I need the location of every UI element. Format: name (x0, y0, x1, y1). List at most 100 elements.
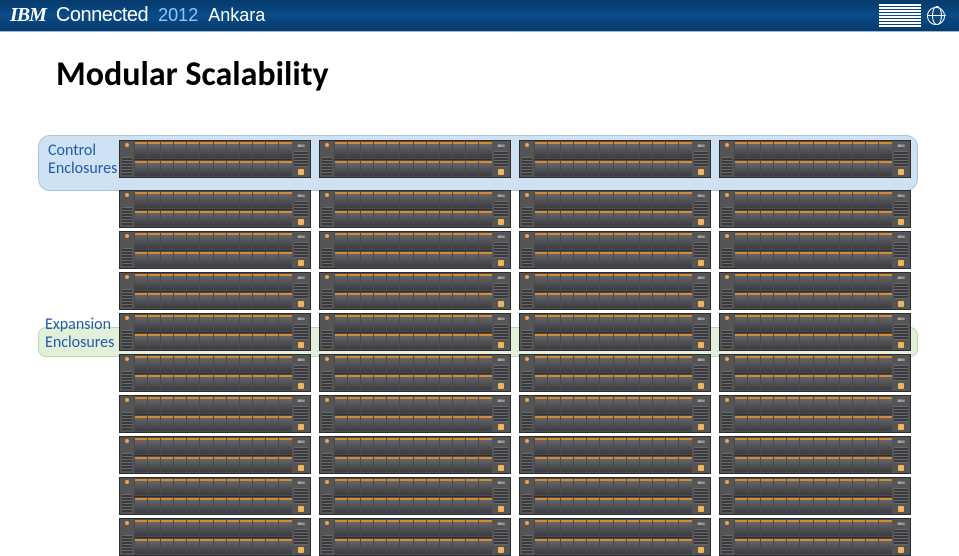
drive-slot (387, 274, 399, 290)
drive-slot (574, 520, 586, 536)
drive-slot (200, 274, 212, 290)
drive-slot (827, 293, 839, 309)
drive-row (734, 160, 892, 178)
drive-slot (561, 438, 573, 454)
enclosure-left-ear (320, 314, 334, 350)
drive-bay-body (734, 437, 892, 473)
drive-slot (440, 397, 452, 413)
enclosure-left-ear (320, 273, 334, 309)
drive-slot (866, 233, 878, 249)
drive-slot (548, 315, 560, 331)
drive-slot (279, 161, 291, 177)
expansion-label-line1: Expansion (45, 316, 114, 334)
grip-icon (894, 488, 908, 504)
drive-slot (135, 356, 147, 372)
drive-slot (800, 438, 812, 454)
storage-enclosure: IBM (719, 272, 911, 310)
drive-slot (279, 192, 291, 208)
drive-slot (640, 539, 652, 555)
drive-slot (174, 498, 186, 514)
drive-slot (227, 233, 239, 249)
vent-icon (122, 248, 132, 266)
drive-slot (574, 479, 586, 495)
drive-slot (240, 438, 252, 454)
drive-slot (266, 539, 278, 555)
spacer (319, 178, 511, 190)
grip-icon (494, 447, 508, 463)
drive-slot (374, 233, 386, 249)
enclosure-left-ear (120, 437, 134, 473)
drive-slot (853, 416, 865, 432)
drive-slot (400, 479, 412, 495)
storage-enclosure: IBM (119, 354, 311, 392)
drive-slot (787, 457, 799, 473)
drive-bay-body (134, 141, 292, 177)
drive-row (334, 396, 492, 415)
drive-row (334, 292, 492, 310)
drive-slot (827, 192, 839, 208)
drive-slot (479, 356, 491, 372)
drive-slot (214, 211, 226, 227)
storage-enclosure: IBM (519, 231, 711, 269)
drive-slot (748, 438, 760, 454)
drive-slot (761, 293, 773, 309)
enclosure-left-ear (720, 437, 734, 473)
drive-row (334, 497, 492, 515)
enclosure-left-ear (520, 273, 534, 309)
drive-slot (335, 334, 347, 350)
storage-enclosure: IBM (719, 477, 911, 515)
enclosure-ibm-tag: IBM (897, 143, 904, 148)
drive-slot (574, 293, 586, 309)
status-led-icon (525, 398, 529, 402)
drive-slot (161, 375, 173, 391)
drive-slot (174, 161, 186, 177)
power-lamp-icon (898, 219, 904, 225)
drive-slot (240, 457, 252, 473)
drive-slot (800, 274, 812, 290)
enclosure-ibm-tag: IBM (497, 316, 504, 321)
drive-slot (414, 397, 426, 413)
drive-slot (214, 457, 226, 473)
drive-slot (600, 252, 612, 268)
drive-slot (535, 397, 547, 413)
drive-slot (374, 356, 386, 372)
drive-slot (374, 274, 386, 290)
status-led-icon (125, 316, 129, 320)
drive-slot (574, 457, 586, 473)
drive-slot (335, 211, 347, 227)
vent-icon (522, 535, 532, 553)
drive-slot (348, 479, 360, 495)
vent-icon (522, 157, 532, 175)
drive-slot (787, 438, 799, 454)
drive-slot (414, 416, 426, 432)
rack-column: IBMIBMIBMIBMIBMIBMIBMIBMIBMIBM (719, 140, 911, 556)
drive-row (534, 374, 692, 392)
drive-slot (827, 539, 839, 555)
drive-slot (214, 315, 226, 331)
drive-slot (227, 274, 239, 290)
drive-slot (414, 375, 426, 391)
drive-slot (800, 315, 812, 331)
drive-slot (735, 498, 747, 514)
drive-slot (600, 293, 612, 309)
control-label-line1: Control (48, 142, 117, 160)
grip-icon (294, 242, 308, 258)
drive-slot (787, 142, 799, 158)
status-led-icon (725, 398, 729, 402)
drive-slot (361, 192, 373, 208)
drive-slot (600, 192, 612, 208)
drive-slot (561, 520, 573, 536)
drive-bay-body (534, 478, 692, 514)
drive-slot (214, 142, 226, 158)
drive-slot (200, 161, 212, 177)
drive-slot (748, 211, 760, 227)
drive-slot (414, 252, 426, 268)
drive-slot (614, 211, 626, 227)
drive-slot (748, 161, 760, 177)
drive-row (534, 210, 692, 228)
grip-icon (494, 529, 508, 545)
drive-row (534, 437, 692, 456)
power-lamp-icon (498, 219, 504, 225)
drive-slot (879, 397, 891, 413)
drive-slot (666, 356, 678, 372)
